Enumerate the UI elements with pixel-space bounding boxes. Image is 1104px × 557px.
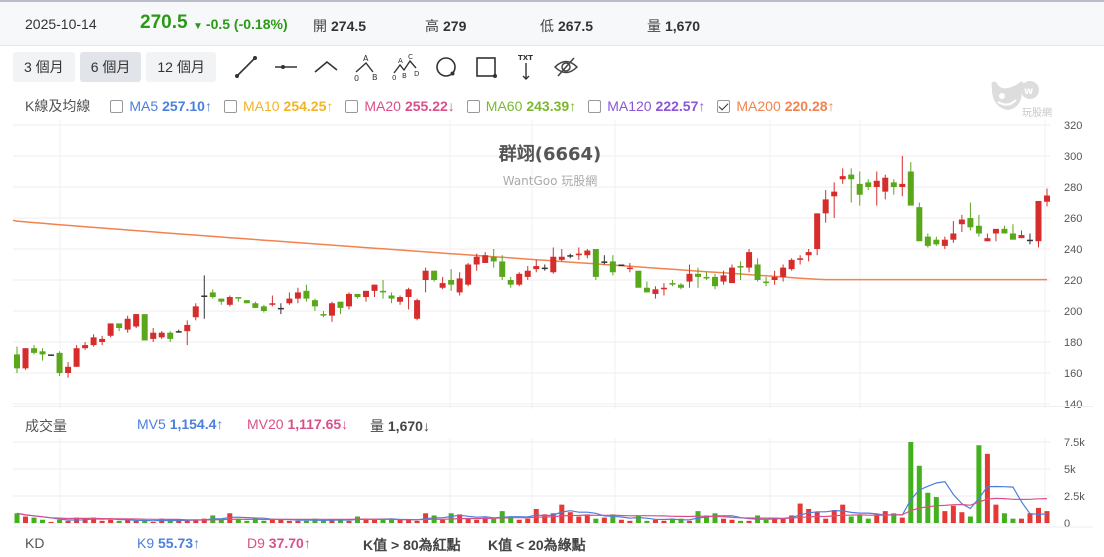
quote-high: 高 279	[425, 18, 467, 34]
rectangle-icon[interactable]	[466, 50, 506, 84]
checkbox[interactable]	[717, 99, 731, 113]
svg-text:7.5k: 7.5k	[1064, 437, 1085, 449]
range-12m-button[interactable]: 12 個月	[146, 52, 216, 82]
circle-icon[interactable]	[426, 50, 466, 84]
checkbox[interactable]	[223, 99, 237, 113]
ma-toggle-ma200[interactable]: MA200 220.28 ↑	[717, 98, 835, 114]
checkbox[interactable]	[588, 99, 602, 113]
ma-toggle-ma120[interactable]: MA120 222.57 ↑	[588, 98, 705, 114]
range-3m-button[interactable]: 3 個月	[13, 52, 75, 82]
quote-low: 低 267.5	[540, 18, 594, 34]
volume-legend: 成交量 MV5 1,154.4↑ MV20 1,117.65↓ 量 1,670↓	[25, 416, 430, 434]
vol-legend: 量 1,670↓	[370, 418, 430, 434]
svg-text:5k: 5k	[1064, 464, 1076, 476]
svg-text:0: 0	[1064, 518, 1070, 530]
svg-text:WantGoo 玩股網: WantGoo 玩股網	[503, 174, 598, 188]
ma-legend-title: K線及均線	[25, 98, 91, 114]
checkbox[interactable]	[466, 99, 480, 113]
checkbox[interactable]	[345, 99, 359, 113]
svg-text:0: 0	[354, 74, 359, 82]
kd-legend: KD K9 55.73↑ D9 37.70↑ K值 > 80為紅點 K值 < 2…	[25, 535, 586, 553]
trend-line-icon[interactable]	[226, 50, 266, 84]
svg-text:B: B	[402, 72, 407, 80]
kd-note-oversold: K值 < 20為綠點	[488, 537, 586, 553]
change-value: -0.5 (-0.18%)	[205, 16, 288, 32]
svg-text:C: C	[408, 53, 413, 61]
svg-text:群翊(6664): 群翊(6664)	[499, 143, 602, 165]
chart-canvas[interactable]: 140 160 180 200 220 240 260 280 300 320 群翊(6664) Wa…	[0, 118, 1104, 557]
svg-text:240: 240	[1064, 244, 1082, 256]
quote-volume: 量 1,670	[647, 18, 701, 34]
ma-toggle-ma60[interactable]: MA60 243.39 ↑	[466, 98, 576, 114]
abc-pattern-icon[interactable]: A 0 B	[346, 50, 386, 84]
svg-text:w: w	[1024, 86, 1033, 97]
quote-open: 開 274.5	[313, 18, 367, 34]
svg-text:180: 180	[1064, 337, 1082, 349]
quote-change: ▼ -0.5 (-0.18%)	[193, 16, 288, 32]
polyline-icon[interactable]	[306, 50, 346, 84]
svg-text:320: 320	[1064, 120, 1082, 132]
horizontal-line-icon[interactable]	[266, 50, 306, 84]
quote-bar: 2025-10-14 270.5 ▼ -0.5 (-0.18%) 開 274.5 高…	[0, 0, 1104, 46]
svg-text:160: 160	[1064, 368, 1082, 380]
ma-legend: K線及均線 MA5 257.10 ↑ MA10 254.25 ↑ MA20 255.22 ↓ MA…	[25, 96, 847, 116]
d9-legend: D9 37.70↑	[247, 535, 311, 551]
mv5-legend: MV5 1,154.4↑	[137, 416, 224, 432]
svg-text:A: A	[398, 57, 403, 65]
hide-drawings-icon[interactable]	[546, 50, 586, 84]
kd-note-overbought: K值 > 80為紅點	[363, 537, 461, 553]
triangle-down-icon: ▼	[193, 21, 203, 32]
svg-text:220: 220	[1064, 275, 1082, 287]
mv20-legend: MV20 1,117.65↓	[247, 416, 349, 432]
svg-text:140: 140	[1064, 399, 1082, 411]
range-toolbar: 3 個月 6 個月 12 個月	[13, 52, 221, 82]
svg-text:280: 280	[1064, 182, 1082, 194]
svg-text:0: 0	[392, 74, 396, 82]
panel-divider	[13, 406, 1093, 407]
svg-text:B: B	[372, 73, 378, 82]
ma-toggle-ma20[interactable]: MA20 255.22 ↓	[345, 98, 455, 114]
svg-text:2.5k: 2.5k	[1064, 491, 1085, 503]
quote-date: 2025-10-14	[25, 16, 97, 32]
quote-price: 270.5	[140, 12, 188, 33]
checkbox[interactable]	[110, 99, 124, 113]
wantgoo-logo: w 玩股網	[988, 78, 1058, 123]
text-annotation-icon[interactable]: TXT	[506, 50, 546, 84]
svg-text:300: 300	[1064, 151, 1082, 163]
ma-toggle-ma10[interactable]: MA10 254.25 ↑	[223, 98, 333, 114]
svg-text:A: A	[363, 54, 369, 63]
ma-toggle-ma5[interactable]: MA5 257.10 ↑	[110, 98, 212, 114]
range-6m-button[interactable]: 6 個月	[79, 52, 142, 82]
svg-text:TXT: TXT	[518, 54, 533, 62]
svg-text:玩股網: 玩股網	[1022, 106, 1052, 118]
svg-text:200: 200	[1064, 306, 1082, 318]
svg-text:260: 260	[1064, 213, 1082, 225]
k9-legend: K9 55.73↑	[137, 535, 201, 551]
svg-text:D: D	[414, 70, 419, 78]
